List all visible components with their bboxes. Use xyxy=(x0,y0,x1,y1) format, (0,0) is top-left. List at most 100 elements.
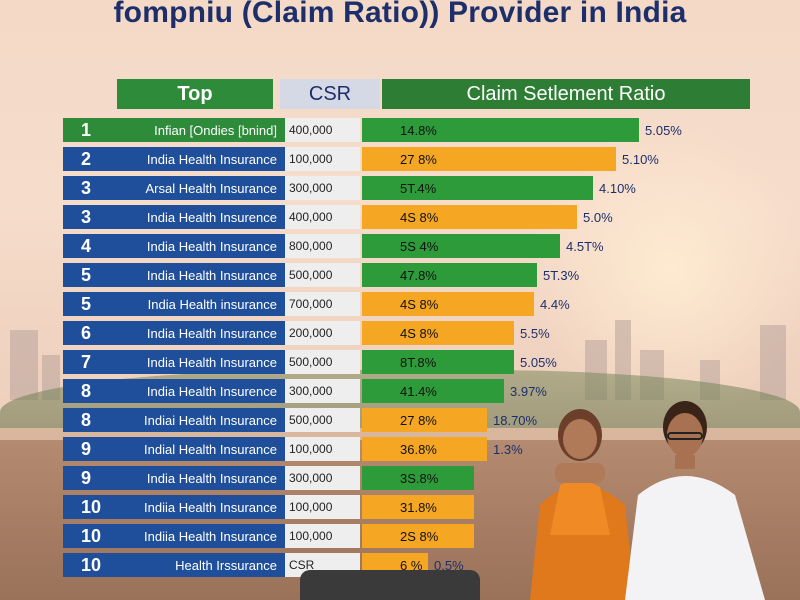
provider-name: Indiia Health Insurance xyxy=(115,524,285,548)
ratio-bar xyxy=(362,292,534,316)
ratio-value-label: 3.97% xyxy=(510,383,547,399)
bar-percent-label: 14.8% xyxy=(400,122,437,138)
ratio-bar xyxy=(362,147,616,171)
table-row: 4 India Health Insurance 800,000 5S 4% 4.5T% xyxy=(0,234,800,258)
ratio-value-label: 5.0% xyxy=(583,209,613,225)
ratio-bar xyxy=(362,205,577,229)
ratio-bar xyxy=(362,118,639,142)
rank-number: 1 xyxy=(63,118,115,142)
ratio-value-label: 1.3% xyxy=(493,441,523,457)
ratio-value-label: 4.10% xyxy=(599,180,636,196)
table-row: 5 India Health insurance 700,000 4S 8% 4.4% xyxy=(0,292,800,316)
provider-name: India Health Insurance xyxy=(115,321,285,345)
table-row: 8 Indiai Health Insurance 500,000 27 8% 18.7… xyxy=(0,408,800,432)
table-row: 5 India Health Insurance 500,000 47.8% 5T.3% xyxy=(0,263,800,287)
ratio-bar xyxy=(362,176,593,200)
rank-number: 9 xyxy=(63,466,115,490)
table-row: 8 India Health Insurence 300,000 41.4% 3.97% xyxy=(0,379,800,403)
bar-percent-label: 41.4% xyxy=(400,383,437,399)
ratio-bar xyxy=(362,234,560,258)
header-top: Top xyxy=(117,79,273,109)
page-title: fompniu (Claim Ratio)) Provider in India xyxy=(113,0,687,29)
csr-amount: 500,000 xyxy=(285,408,360,432)
rank-number: 10 xyxy=(63,553,115,577)
provider-name: Indiia Health Insurance xyxy=(115,495,285,519)
rank-number: 2 xyxy=(63,147,115,171)
csr-amount: 100,000 xyxy=(285,495,360,519)
bar-percent-label: 2S 8% xyxy=(400,528,439,544)
table-row: 9 Indial Health Insurance 100,000 36.8% 1.3% xyxy=(0,437,800,461)
bar-percent-label: 8T.8% xyxy=(400,354,437,370)
bar-percent-label: 6 % xyxy=(400,557,423,573)
rank-number: 7 xyxy=(63,350,115,374)
table-row: 10 Indiia Health Insurance 100,000 31.8% xyxy=(0,495,800,519)
provider-name: India Health Insurance xyxy=(115,263,285,287)
bar-percent-label: 4S 8% xyxy=(400,209,439,225)
table-row: 1 Infian [Ondies [bnind] 400,000 14.8% 5.05% xyxy=(0,118,800,142)
ratio-value-label: 5.10% xyxy=(622,151,659,167)
rank-number: 3 xyxy=(63,205,115,229)
csr-amount: 400,000 xyxy=(285,118,360,142)
ratio-value-label: 5.5% xyxy=(520,325,550,341)
ratio-bar xyxy=(362,379,504,403)
ratio-bar xyxy=(362,524,474,548)
table-row: 10 Health Irssurance CSR 6 % 0.5% xyxy=(0,553,800,577)
header-csr: CSR xyxy=(280,79,380,109)
ratio-value-label: 5.05% xyxy=(645,122,682,138)
csr-amount: 100,000 xyxy=(285,437,360,461)
table-row: 3 India Health Insurence 400,000 4S 8% 5.0% xyxy=(0,205,800,229)
ratio-bar xyxy=(362,408,487,432)
bar-percent-label: 47.8% xyxy=(400,267,437,283)
ratio-value-label: 4.4% xyxy=(540,296,570,312)
rank-number: 8 xyxy=(63,408,115,432)
provider-name: Indiai Health Insurance xyxy=(115,408,285,432)
csr-amount: 500,000 xyxy=(285,350,360,374)
table-row: 3 Arsal Health Insurance 300,000 5T.4% 4.10% xyxy=(0,176,800,200)
rank-number: 3 xyxy=(63,176,115,200)
ratio-value-label: 18.70% xyxy=(493,412,538,428)
csr-amount: 300,000 xyxy=(285,176,360,200)
provider-name: India Health Insurance xyxy=(115,350,285,374)
csr-amount: 300,000 xyxy=(285,466,360,490)
table-row: 9 India Health Insurance 300,000 3S.8% xyxy=(0,466,800,490)
table-row: 6 India Health Insurance 200,000 4S 8% 5.5% xyxy=(0,321,800,345)
provider-name: India Health Insurance xyxy=(115,234,285,258)
bar-percent-label: 27 8% xyxy=(400,412,437,428)
provider-name: Infian [Ondies [bnind] xyxy=(115,118,285,142)
header-claim-ratio: Claim Setlement Ratio xyxy=(382,79,750,109)
bar-percent-label: 4S 8% xyxy=(400,325,439,341)
csr-amount: 800,000 xyxy=(285,234,360,258)
rank-number: 9 xyxy=(63,437,115,461)
ratio-bar xyxy=(362,437,487,461)
provider-name: India Health Insurance xyxy=(115,466,285,490)
table-row: 2 India Health Insurance 100,000 27 8% 5.10% xyxy=(0,147,800,171)
ratio-value-label: 5.05% xyxy=(520,354,557,370)
ratio-value-label: 4.5T% xyxy=(566,238,604,254)
bar-percent-label: 27 8% xyxy=(400,151,437,167)
csr-amount: 100,000 xyxy=(285,524,360,548)
ratio-bar xyxy=(362,350,514,374)
csr-amount: 300,000 xyxy=(285,379,360,403)
rank-number: 5 xyxy=(63,292,115,316)
table-row: 7 India Health Insurance 500,000 8T.8% 5.05% xyxy=(0,350,800,374)
ratio-value-label: 0.5% xyxy=(434,557,464,573)
csr-amount: 500,000 xyxy=(285,263,360,287)
bar-percent-label: 5T.4% xyxy=(400,180,437,196)
provider-name: India Health Insurence xyxy=(115,379,285,403)
vehicle-roof xyxy=(300,570,480,600)
csr-amount: 700,000 xyxy=(285,292,360,316)
rank-number: 5 xyxy=(63,263,115,287)
ratio-bar xyxy=(362,466,474,490)
rank-number: 10 xyxy=(63,524,115,548)
provider-name: Indial Health Insurance xyxy=(115,437,285,461)
rank-number: 4 xyxy=(63,234,115,258)
provider-name: Arsal Health Insurance xyxy=(115,176,285,200)
ratio-value-label: 5T.3% xyxy=(543,267,580,283)
csr-amount: 400,000 xyxy=(285,205,360,229)
csr-amount: 100,000 xyxy=(285,147,360,171)
couple-illustration xyxy=(530,401,765,600)
provider-name: Health Irssurance xyxy=(115,553,285,577)
bar-percent-label: 36.8% xyxy=(400,441,437,457)
ratio-bar xyxy=(362,495,474,519)
table-row: 10 Indiia Health Insurance 100,000 2S 8% xyxy=(0,524,800,548)
